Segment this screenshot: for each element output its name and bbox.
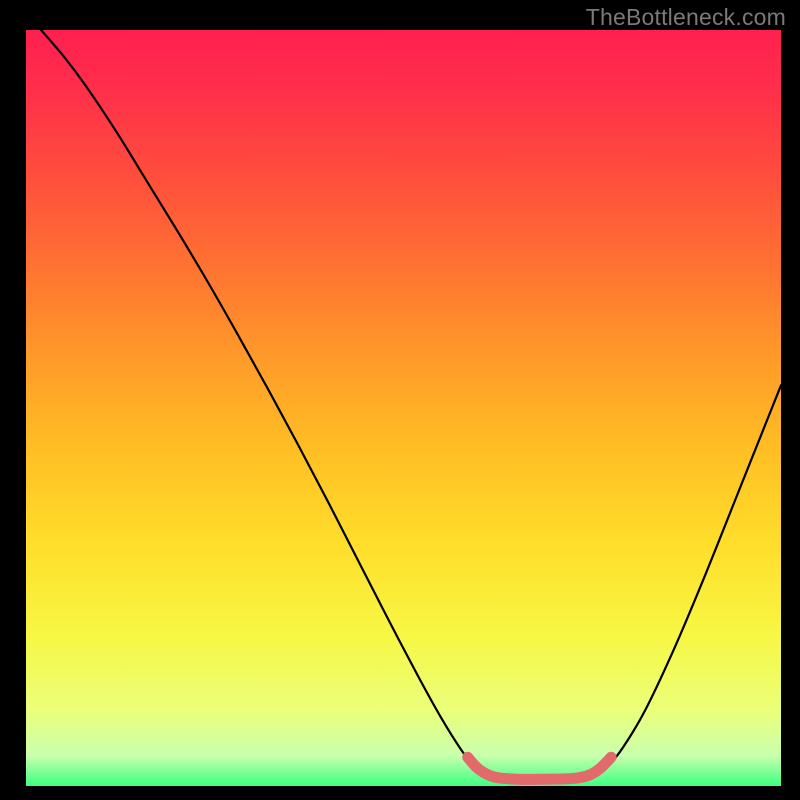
chart-frame [0,0,800,800]
watermark-text: TheBottleneck.com [586,4,786,31]
